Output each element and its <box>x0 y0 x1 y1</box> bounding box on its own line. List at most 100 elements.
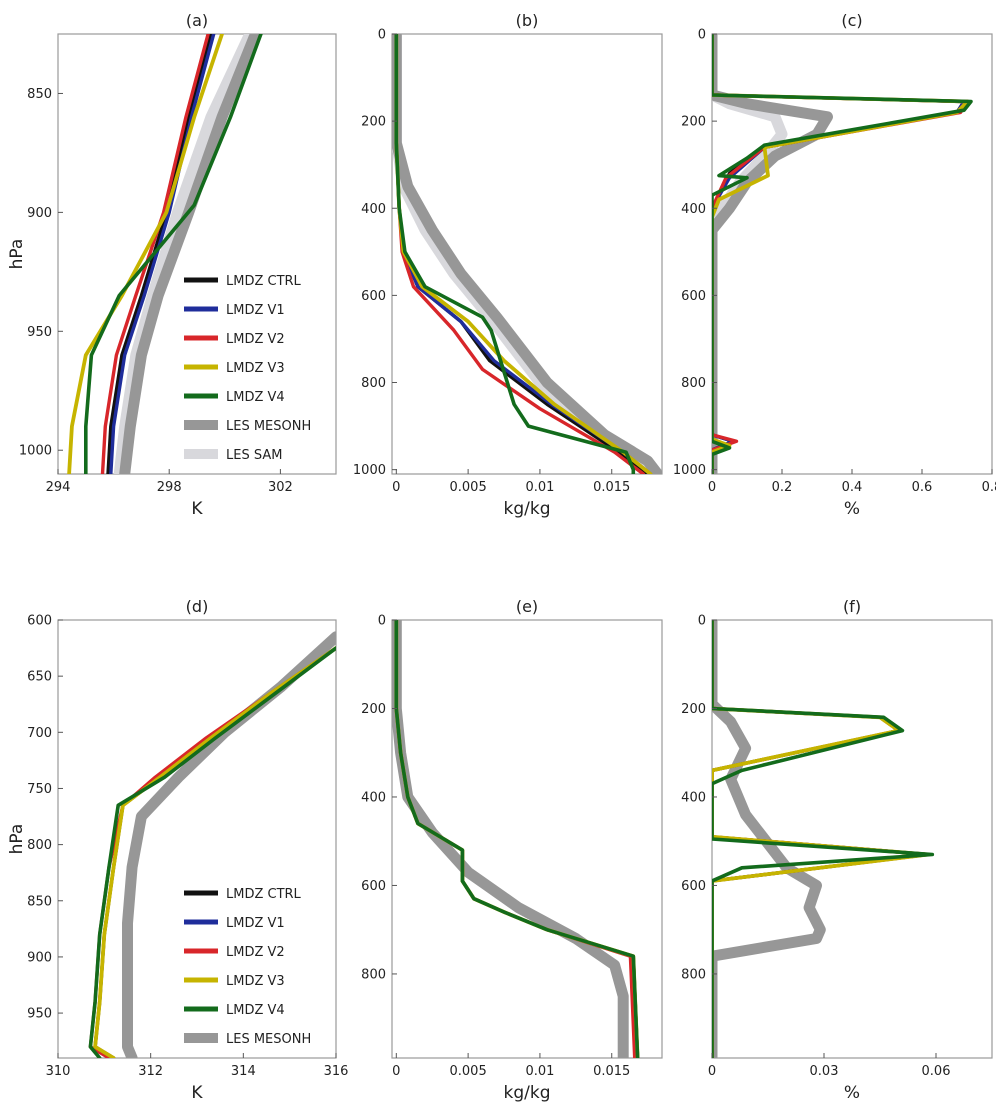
legend: LMDZ CTRL LMDZ V1 LMDZ V2 LMDZ V3 LMDZ V4 LES… <box>184 887 311 1047</box>
legend-label: LMDZ CTRL <box>226 274 302 289</box>
x-tick-label: 312 <box>138 1064 163 1079</box>
series-line-lmdz-v3 <box>67 34 224 474</box>
legend-label: LMDZ V1 <box>226 303 285 318</box>
x-tick-label: 0 <box>708 480 716 495</box>
series-line-lmdz-v4 <box>712 34 973 474</box>
y-axis-label: hPa <box>7 239 27 270</box>
series-line-les-mesonh <box>392 34 662 474</box>
y-tick-label: 950 <box>27 325 52 340</box>
plot-frame <box>391 33 663 475</box>
x-axis-label: % <box>844 499 860 519</box>
y-tick-label: 800 <box>361 376 386 391</box>
y-tick-label: 600 <box>681 289 706 304</box>
series-group <box>392 620 640 1058</box>
panel-c: 0 0.2 0.4 0.6 0.8 0 200 400 600 800 1000 (c)% <box>673 11 996 519</box>
y-tick-label: 0 <box>378 28 386 43</box>
series-line-lmdz-v2 <box>100 34 210 474</box>
x-tick-label: 302 <box>268 480 293 495</box>
series-line-lmdz-v3 <box>712 620 931 1058</box>
x-tick-label: 0.01 <box>525 480 554 495</box>
legend-label: LMDZ V3 <box>226 974 285 989</box>
series-line-lmdz-ctrl <box>394 34 650 474</box>
y-tick-label: 200 <box>681 702 706 717</box>
series-group <box>88 631 336 1058</box>
y-tick-label: 750 <box>27 782 52 797</box>
y-tick-label: 1000 <box>19 444 52 459</box>
legend-label: LMDZ V2 <box>226 945 285 960</box>
y-tick-label: 850 <box>27 87 52 102</box>
legend-label: LES MESONH <box>226 419 311 434</box>
y-tick-label: 850 <box>27 894 52 909</box>
series-line-lmdz-v4 <box>84 34 263 474</box>
panel-title: (d) <box>186 597 209 616</box>
x-axis-label: K <box>191 499 203 519</box>
panel-title: (e) <box>516 597 538 616</box>
x-tick-label: 0 <box>392 1064 400 1079</box>
legend-label: LMDZ CTRL <box>226 887 302 902</box>
panel-b: 0 0.005 0.01 0.015 0 200 400 600 800 1000 (b) kg/kg <box>353 11 663 519</box>
series-group <box>712 620 935 1058</box>
panel-title: (b) <box>516 11 539 30</box>
x-tick-label: 0.015 <box>593 480 630 495</box>
series-line-lmdz-v3 <box>93 646 336 1058</box>
x-tick-label: 0.2 <box>772 480 793 495</box>
series-line-lmdz-v4 <box>394 620 640 1058</box>
plot-frame <box>391 619 663 1059</box>
series-line-lmdz-v2 <box>394 34 645 474</box>
x-tick-label: 0.01 <box>525 1064 554 1079</box>
x-tick-label: 0.015 <box>593 1064 630 1079</box>
y-tick-label: 0 <box>698 614 706 629</box>
series-group <box>392 34 662 474</box>
x-tick-label: 0 <box>708 1064 716 1079</box>
panel-e: 0 0.005 0.01 0.015 0 200 400 600 800 (e) kg/kg <box>361 597 663 1103</box>
x-tick-label: 0.005 <box>450 1064 487 1079</box>
y-tick-label: 1000 <box>673 463 706 478</box>
series-group <box>712 34 973 474</box>
y-tick-label: 650 <box>27 670 52 685</box>
y-tick-label: 400 <box>681 202 706 217</box>
y-tick-label: 400 <box>361 790 386 805</box>
y-tick-label: 400 <box>681 790 706 805</box>
panel-title: (c) <box>841 11 862 30</box>
x-tick-label: 314 <box>231 1064 256 1079</box>
x-tick-label: 0.06 <box>922 1064 951 1079</box>
y-tick-label: 800 <box>361 967 386 982</box>
legend-label: LES SAM <box>226 448 282 463</box>
legend: LMDZ CTRL LMDZ V1 LMDZ V2 LMDZ V3 LMDZ V4 LES… <box>184 274 311 463</box>
series-line-les-mesonh <box>712 34 833 474</box>
series-line-lmdz-v4 <box>88 646 336 1058</box>
y-tick-label: 700 <box>27 726 52 741</box>
y-tick-label: 900 <box>27 206 52 221</box>
panel-title: (f) <box>843 597 861 616</box>
legend-label: LMDZ V1 <box>226 916 285 931</box>
series-line-les-mesonh <box>122 631 336 1058</box>
y-tick-label: 800 <box>27 838 52 853</box>
series-line-les-mesonh <box>712 620 826 1058</box>
x-tick-label: 0.6 <box>912 480 933 495</box>
x-axis-label: K <box>191 1083 203 1103</box>
y-tick-label: 600 <box>361 879 386 894</box>
y-tick-label: 0 <box>378 614 386 629</box>
y-tick-label: 600 <box>361 289 386 304</box>
plot-frame <box>57 33 337 475</box>
series-line-les-mesonh <box>392 620 629 1058</box>
y-tick-label: 600 <box>681 879 706 894</box>
x-tick-label: 294 <box>46 480 71 495</box>
x-tick-label: 298 <box>157 480 182 495</box>
y-tick-label: 200 <box>361 702 386 717</box>
y-tick-label: 900 <box>27 950 52 965</box>
y-tick-label: 800 <box>681 376 706 391</box>
y-tick-label: 1000 <box>353 463 386 478</box>
x-tick-label: 0.03 <box>810 1064 839 1079</box>
legend-label: LMDZ V3 <box>226 361 285 376</box>
series-line-les-sam <box>392 34 662 474</box>
y-axis-label: hPa <box>7 824 27 855</box>
y-tick-label: 800 <box>681 967 706 982</box>
series-line-lmdz-v4 <box>394 34 636 474</box>
legend-label: LES MESONH <box>226 1032 311 1047</box>
x-tick-label: 316 <box>324 1064 349 1079</box>
panel-f: 0 0.03 0.06 0 200 400 600 800 (f)% <box>681 597 993 1103</box>
y-tick-label: 200 <box>361 115 386 130</box>
